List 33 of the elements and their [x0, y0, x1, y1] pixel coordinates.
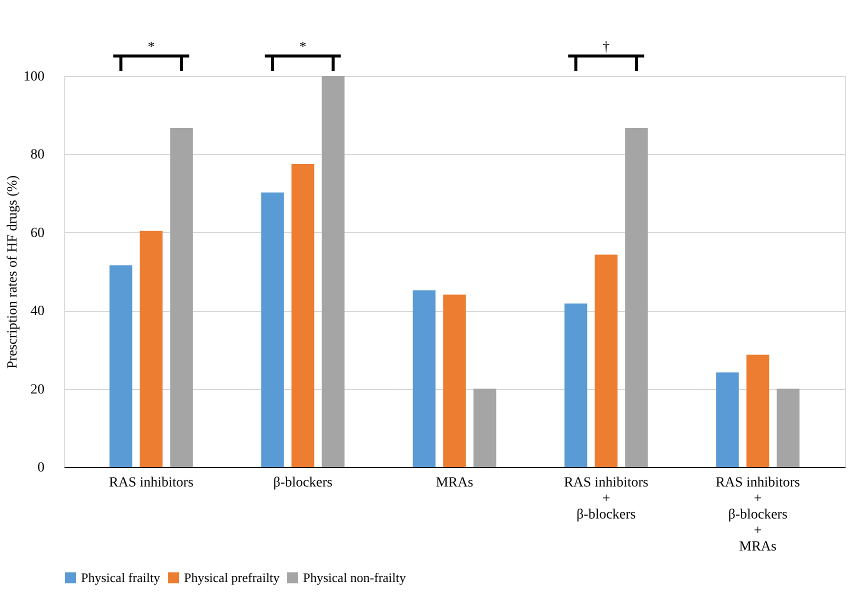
x-tick-label: RAS inhibitors + β-blockers [564, 476, 648, 522]
y-tick-label: 0 [38, 460, 44, 476]
bar [140, 230, 163, 467]
y-tick-label: 80 [30, 148, 44, 163]
y-tick-label: 100 [24, 70, 44, 84]
legend-label: Physical frailty [81, 570, 161, 585]
bar [594, 254, 618, 467]
bar [170, 128, 193, 467]
bar [564, 304, 588, 467]
text: † [602, 40, 610, 55]
bar [109, 265, 132, 467]
bar [746, 354, 770, 467]
bar [625, 128, 648, 467]
x-tick-label: MRAs [436, 476, 474, 490]
text: * [148, 40, 155, 55]
bar [412, 290, 436, 467]
legend-label: Physical prefrailty [184, 570, 280, 585]
bar [322, 76, 345, 467]
bar [473, 388, 496, 467]
text: * [299, 40, 306, 55]
x-tick-label: β-blockers [273, 476, 332, 490]
y-tick-label: 60 [30, 226, 44, 241]
y-tick-label: 20 [30, 382, 44, 398]
y-tick-label: 40 [30, 304, 44, 320]
bar [443, 294, 466, 467]
legend-label: Physical non-frailty [303, 570, 406, 585]
x-tick-label: RAS inhibitors [108, 476, 194, 490]
bar [291, 164, 314, 467]
bar [261, 192, 284, 467]
bar [716, 372, 739, 467]
x-tick-label: RAS inhibitors + β-blockers + MRAs [716, 476, 800, 554]
y-axis-title: Prescription rates of HF drugs (%) [6, 175, 20, 369]
bar [776, 388, 800, 467]
